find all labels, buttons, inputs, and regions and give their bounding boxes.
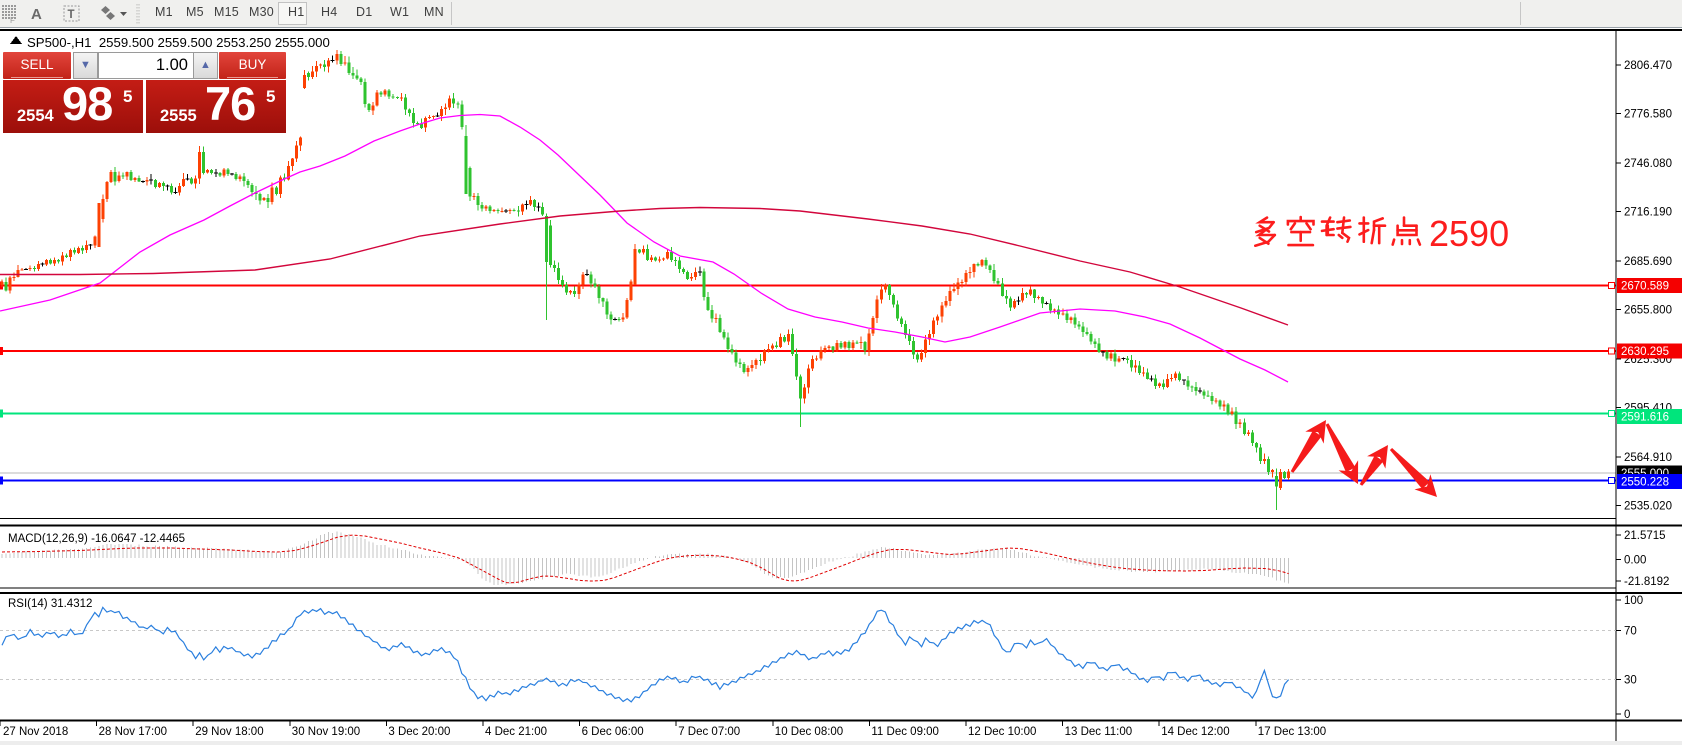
svg-text:2590: 2590 xyxy=(1429,213,1509,254)
svg-text:11 Dec 09:00: 11 Dec 09:00 xyxy=(871,726,939,738)
svg-text:2670.589: 2670.589 xyxy=(1621,281,1669,293)
svg-text:21.5715: 21.5715 xyxy=(1624,530,1666,542)
svg-text:27 Nov 2018: 27 Nov 2018 xyxy=(3,726,68,738)
svg-text:0.00: 0.00 xyxy=(1624,555,1646,567)
svg-text:2591.616: 2591.616 xyxy=(1621,412,1669,424)
svg-text:70: 70 xyxy=(1624,626,1637,638)
svg-text:7 Dec 07:00: 7 Dec 07:00 xyxy=(678,726,740,738)
svg-text:28 Nov 17:00: 28 Nov 17:00 xyxy=(99,726,167,738)
svg-text:2685.690: 2685.690 xyxy=(1624,256,1672,268)
svg-text:13 Dec 11:00: 13 Dec 11:00 xyxy=(1065,726,1133,738)
svg-text:SP500-,H1 2559.500 2559.500 2: SP500-,H1 2559.500 2559.500 2553.250 255… xyxy=(27,35,330,50)
svg-text:2746.080: 2746.080 xyxy=(1624,158,1672,170)
svg-text:0: 0 xyxy=(1624,709,1630,721)
svg-text:100: 100 xyxy=(1624,595,1643,607)
svg-text:2806.470: 2806.470 xyxy=(1624,60,1672,72)
svg-text:30: 30 xyxy=(1624,675,1637,687)
svg-text:2776.580: 2776.580 xyxy=(1624,109,1672,121)
svg-text:F: F xyxy=(10,16,15,25)
svg-text:2535.020: 2535.020 xyxy=(1624,501,1672,513)
svg-text:2550.228: 2550.228 xyxy=(1621,477,1669,489)
svg-text:4 Dec 21:00: 4 Dec 21:00 xyxy=(485,726,547,738)
svg-text:T: T xyxy=(68,9,75,21)
svg-text:6 Dec 06:00: 6 Dec 06:00 xyxy=(582,726,644,738)
svg-text:2630.295: 2630.295 xyxy=(1621,346,1669,358)
svg-text:2655.800: 2655.800 xyxy=(1624,305,1672,317)
svg-text:29 Nov 18:00: 29 Nov 18:00 xyxy=(195,726,263,738)
svg-text:A: A xyxy=(31,6,42,23)
svg-text:14 Dec 12:00: 14 Dec 12:00 xyxy=(1161,726,1229,738)
svg-text:RSI(14) 31.4312: RSI(14) 31.4312 xyxy=(8,598,92,610)
svg-text:12 Dec 10:00: 12 Dec 10:00 xyxy=(968,726,1036,738)
svg-text:3 Dec 20:00: 3 Dec 20:00 xyxy=(388,726,450,738)
svg-text:2716.190: 2716.190 xyxy=(1624,207,1672,219)
svg-text:2564.910: 2564.910 xyxy=(1624,452,1672,464)
svg-text:10 Dec 08:00: 10 Dec 08:00 xyxy=(775,726,843,738)
svg-text:MACD(12,26,9) -16.0647 -12.446: MACD(12,26,9) -16.0647 -12.4465 xyxy=(8,533,185,545)
svg-text:30 Nov 19:00: 30 Nov 19:00 xyxy=(292,726,360,738)
svg-text:-21.8192: -21.8192 xyxy=(1624,576,1669,588)
svg-text:17 Dec 13:00: 17 Dec 13:00 xyxy=(1258,726,1326,738)
